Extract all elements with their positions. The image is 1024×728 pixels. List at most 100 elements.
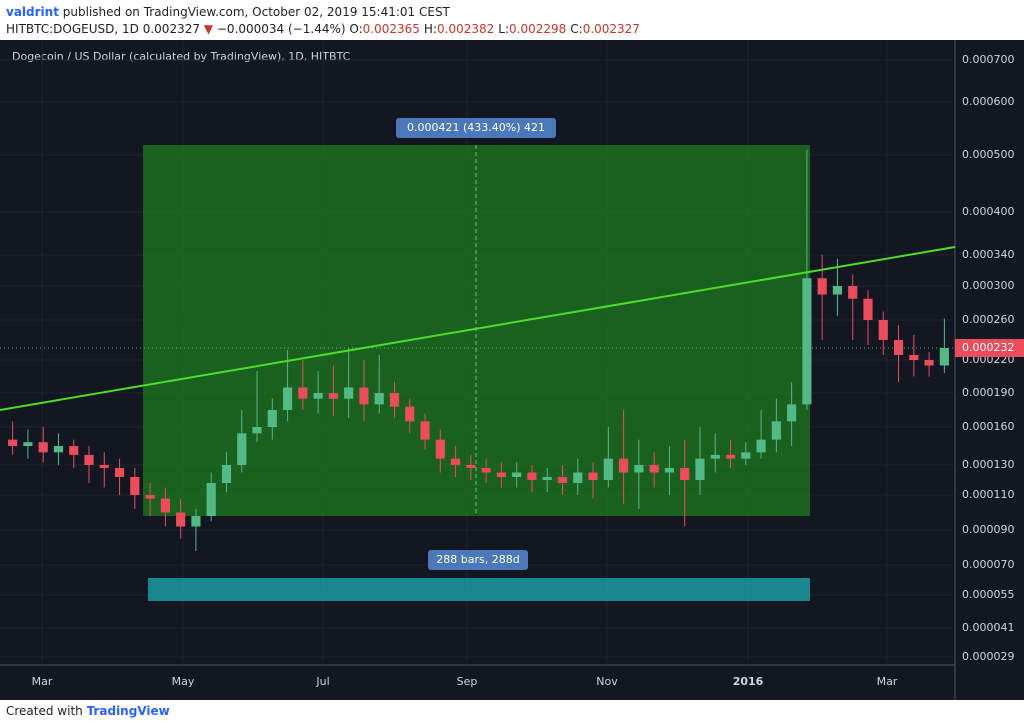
candle-body <box>313 393 323 399</box>
x-tick-label: May <box>172 675 195 688</box>
x-tick-label: Mar <box>877 675 898 688</box>
x-tick-label: Jul <box>315 675 329 688</box>
x-tick-label: Nov <box>596 675 618 688</box>
candle-body <box>909 355 919 360</box>
x-tick-label: Mar <box>32 675 53 688</box>
publish-line: valdrint published on TradingView.com, O… <box>6 4 644 21</box>
ohlc-value: 0.002327 <box>582 22 640 36</box>
symbol: HITBTC:DOGEUSD, 1D <box>6 22 139 36</box>
y-tick-label: 0.000110 <box>962 488 1015 501</box>
candle-body <box>756 439 766 453</box>
candle-body <box>84 454 94 465</box>
candle-body <box>23 442 33 446</box>
y-tick-label: 0.000090 <box>962 523 1015 536</box>
candle-body <box>191 516 201 527</box>
candle-body <box>481 468 491 473</box>
chart-title: Dogecoin / US Dollar (calculated by Trad… <box>12 50 351 63</box>
candle-body <box>221 465 232 483</box>
candle-body <box>359 387 369 405</box>
candle-body <box>924 360 934 366</box>
y-tick-label: 0.000190 <box>962 386 1015 399</box>
ohlc-label: O: <box>349 22 363 36</box>
candle-body <box>298 387 308 399</box>
candle-body <box>344 387 354 399</box>
candle-body <box>680 468 690 480</box>
candle-body <box>634 465 644 473</box>
candle-body <box>863 298 873 320</box>
x-tick-label: 2016 <box>733 675 764 688</box>
y-tick-label: 0.000160 <box>962 420 1015 433</box>
candle-body <box>466 465 476 468</box>
candle-body <box>206 483 216 516</box>
ohlc-label: L: <box>498 22 509 36</box>
quote-line: HITBTC:DOGEUSD, 1D 0.002327 ▼ −0.000034 … <box>6 21 644 38</box>
y-tick-label: 0.000260 <box>962 313 1015 326</box>
y-tick-label: 0.000600 <box>962 95 1015 108</box>
candle-body <box>99 465 109 468</box>
candle-body <box>8 439 18 446</box>
created: Created with <box>6 704 83 718</box>
candle-body <box>374 393 384 405</box>
y-tick-label: 0.000029 <box>962 650 1015 663</box>
candle-body <box>557 477 568 483</box>
candle-body <box>176 512 186 527</box>
candle-body <box>664 468 675 473</box>
change: −0.000034 (−1.44%) <box>216 22 346 36</box>
candle-body <box>237 433 247 465</box>
candle-body <box>389 393 400 407</box>
price-tag-label: 0.000232 <box>962 341 1015 354</box>
candle-body <box>649 465 659 473</box>
candle-body <box>114 468 125 477</box>
header: valdrint published on TradingView.com, O… <box>6 4 644 38</box>
ohlc-value: 0.002382 <box>437 22 495 36</box>
candle-body <box>267 410 277 427</box>
candle-body <box>405 406 415 422</box>
chart: Dogecoin / US Dollar (calculated by Trad… <box>0 40 1024 700</box>
candle-body <box>69 446 79 455</box>
candle-body <box>145 495 155 499</box>
y-tick-label: 0.000400 <box>962 205 1015 218</box>
arrow: ▼ <box>203 22 214 36</box>
candle-body <box>741 452 751 459</box>
candle-body <box>695 458 705 480</box>
footer: Created with TradingView <box>6 704 170 718</box>
candle-body <box>53 446 64 453</box>
date-label: 288 bars, 288d <box>436 553 519 566</box>
candle-body <box>939 348 949 366</box>
last: 0.002327 <box>142 22 200 36</box>
candle-body <box>832 286 843 295</box>
published: published on TradingView.com, October 02… <box>62 5 450 19</box>
candle-body <box>328 393 338 399</box>
y-tick-label: 0.000340 <box>962 248 1015 261</box>
ohlc: O:0.002365 H:0.002382 L:0.002298 C:0.002327 <box>349 22 644 36</box>
candle-body <box>512 472 522 477</box>
candle-body <box>878 320 888 340</box>
candle-body <box>802 278 812 405</box>
candle-body <box>435 439 445 459</box>
candle-body <box>603 458 613 480</box>
range-label-bg <box>396 118 556 138</box>
ohlc-label: C: <box>570 22 583 36</box>
candle-body <box>710 454 720 459</box>
candle-body <box>451 458 461 465</box>
range-label: 0.000421 (433.40%) 421 <box>407 121 545 134</box>
candle-body <box>817 278 827 295</box>
candle-body <box>542 477 552 480</box>
candle-body <box>573 472 583 483</box>
ohlc-value: 0.002298 <box>509 22 567 36</box>
candle-body <box>160 498 170 513</box>
candle-body <box>893 340 904 355</box>
candle-body <box>527 472 537 480</box>
candle-body <box>252 427 262 434</box>
date-range-box <box>148 578 810 601</box>
candle-body <box>282 387 293 410</box>
candle-body <box>619 458 629 473</box>
brand: TradingView <box>86 704 170 718</box>
date-label-bg <box>428 550 528 570</box>
ohlc-value: 0.002365 <box>362 22 420 36</box>
y-tick-label: 0.000070 <box>962 558 1015 571</box>
price-tag <box>955 339 1024 357</box>
candle-body <box>725 454 736 459</box>
y-tick-label: 0.000500 <box>962 148 1015 161</box>
